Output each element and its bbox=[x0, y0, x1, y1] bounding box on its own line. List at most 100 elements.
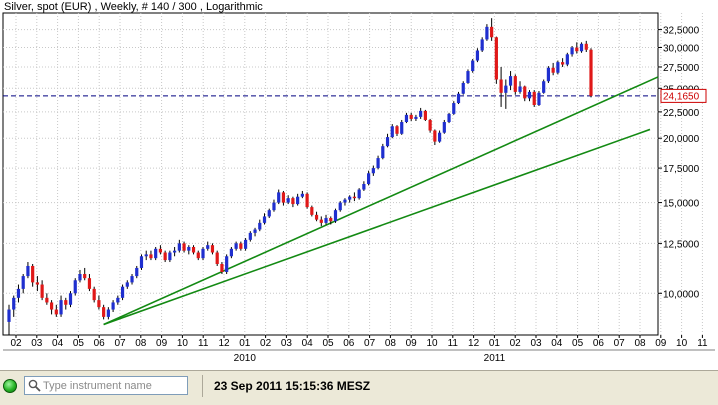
instrument-search-box[interactable] bbox=[24, 376, 188, 395]
x-month-label: 03 bbox=[530, 338, 542, 349]
candle-body bbox=[239, 243, 242, 248]
candle-body bbox=[353, 197, 356, 198]
candle-body bbox=[22, 276, 25, 289]
candle-body bbox=[211, 245, 214, 252]
candle-body bbox=[69, 293, 72, 304]
status-datetime: 23 Sep 2011 15:15:36 MESZ bbox=[214, 379, 370, 393]
candle-body bbox=[391, 126, 394, 137]
x-month-label: 02 bbox=[260, 338, 272, 349]
candle-body bbox=[182, 243, 185, 250]
candle-body bbox=[12, 298, 15, 310]
candle-body bbox=[310, 207, 313, 215]
candle bbox=[466, 69, 469, 83]
x-month-label: 04 bbox=[302, 338, 314, 349]
candle-body bbox=[514, 76, 517, 92]
candle-body bbox=[447, 114, 450, 122]
candle-body bbox=[566, 54, 569, 64]
candle-body bbox=[414, 117, 417, 119]
candle-body bbox=[230, 249, 233, 256]
candle-body bbox=[476, 50, 479, 60]
candle-body bbox=[225, 256, 228, 272]
candle bbox=[424, 110, 427, 121]
x-month-label: 01 bbox=[239, 338, 251, 349]
x-month-label: 10 bbox=[177, 338, 189, 349]
candle bbox=[225, 254, 228, 274]
candle-body bbox=[504, 86, 507, 93]
x-month-label: 11 bbox=[198, 338, 209, 349]
candle-body bbox=[287, 198, 290, 202]
candle-body bbox=[244, 240, 247, 249]
candle bbox=[547, 66, 550, 83]
candle bbox=[140, 254, 143, 270]
x-month-label: 12 bbox=[468, 338, 480, 349]
candle-body bbox=[268, 210, 271, 216]
candle-body bbox=[154, 249, 157, 258]
candle bbox=[201, 247, 204, 260]
x-month-label: 11 bbox=[697, 338, 708, 349]
candle-body bbox=[452, 103, 455, 114]
candle bbox=[589, 48, 592, 97]
candle bbox=[69, 291, 72, 307]
candle bbox=[391, 124, 394, 138]
candle-body bbox=[537, 93, 540, 105]
candle-body bbox=[111, 302, 114, 309]
candle-body bbox=[74, 280, 77, 293]
candle bbox=[443, 120, 446, 134]
x-month-label: 04 bbox=[52, 338, 64, 349]
x-month-label: 03 bbox=[281, 338, 293, 349]
candle-body bbox=[7, 310, 10, 322]
candle-body bbox=[272, 203, 275, 211]
candle-body bbox=[31, 266, 34, 282]
candle-body bbox=[45, 298, 48, 303]
candle-body bbox=[575, 47, 578, 51]
candle-body bbox=[216, 253, 219, 264]
y-tick-label: 15,0000 bbox=[663, 199, 700, 210]
candle-body bbox=[324, 218, 327, 223]
x-month-label: 07 bbox=[614, 338, 626, 349]
candle-body bbox=[386, 137, 389, 146]
candle bbox=[244, 238, 247, 251]
candle bbox=[471, 59, 474, 73]
candle bbox=[566, 53, 569, 66]
candle bbox=[537, 91, 540, 106]
candle-body bbox=[528, 92, 531, 98]
x-month-label: 09 bbox=[406, 338, 418, 349]
candle-body bbox=[410, 115, 413, 119]
candle-body bbox=[320, 220, 323, 223]
chart-svg[interactable]: Silver, spot (EUR) , Weekly, # 140 / 300… bbox=[0, 0, 718, 370]
candle-body bbox=[518, 87, 521, 92]
candle-body bbox=[485, 27, 488, 40]
x-month-label: 09 bbox=[655, 338, 667, 349]
candle-body bbox=[471, 61, 474, 72]
candle-body bbox=[561, 62, 564, 64]
candle-body bbox=[570, 47, 573, 54]
x-month-label: 10 bbox=[676, 338, 688, 349]
candle-body bbox=[372, 168, 375, 173]
y-tick-label: 17,5000 bbox=[663, 164, 700, 175]
candle-body bbox=[116, 298, 119, 303]
chart-window[interactable]: Silver, spot (EUR) , Weekly, # 140 / 300… bbox=[0, 0, 718, 370]
status-bar: 23 Sep 2011 15:15:36 MESZ bbox=[0, 370, 718, 405]
x-month-label: 09 bbox=[156, 338, 168, 349]
plot-area[interactable] bbox=[3, 13, 658, 335]
candle-body bbox=[381, 146, 384, 158]
candle-body bbox=[93, 289, 96, 300]
candle-body bbox=[282, 192, 285, 202]
candle-body bbox=[556, 62, 559, 73]
candle-body bbox=[78, 274, 81, 280]
candle-body bbox=[102, 307, 105, 317]
search-icon bbox=[28, 379, 41, 392]
y-tick-label: 27,5000 bbox=[663, 63, 700, 74]
candle-body bbox=[343, 200, 346, 203]
x-month-label: 01 bbox=[489, 338, 501, 349]
candle-body bbox=[443, 122, 446, 133]
candle-body bbox=[201, 249, 204, 258]
candle-body bbox=[249, 233, 252, 240]
y-tick-label: 12,5000 bbox=[663, 239, 700, 250]
candle-body bbox=[466, 71, 469, 83]
candle-body bbox=[533, 92, 536, 105]
candle bbox=[381, 144, 384, 159]
y-axis-ticks: 32,500030,000027,500025,000022,500020,00… bbox=[658, 26, 700, 301]
instrument-search-input[interactable] bbox=[43, 378, 185, 393]
candle-body bbox=[168, 253, 171, 261]
